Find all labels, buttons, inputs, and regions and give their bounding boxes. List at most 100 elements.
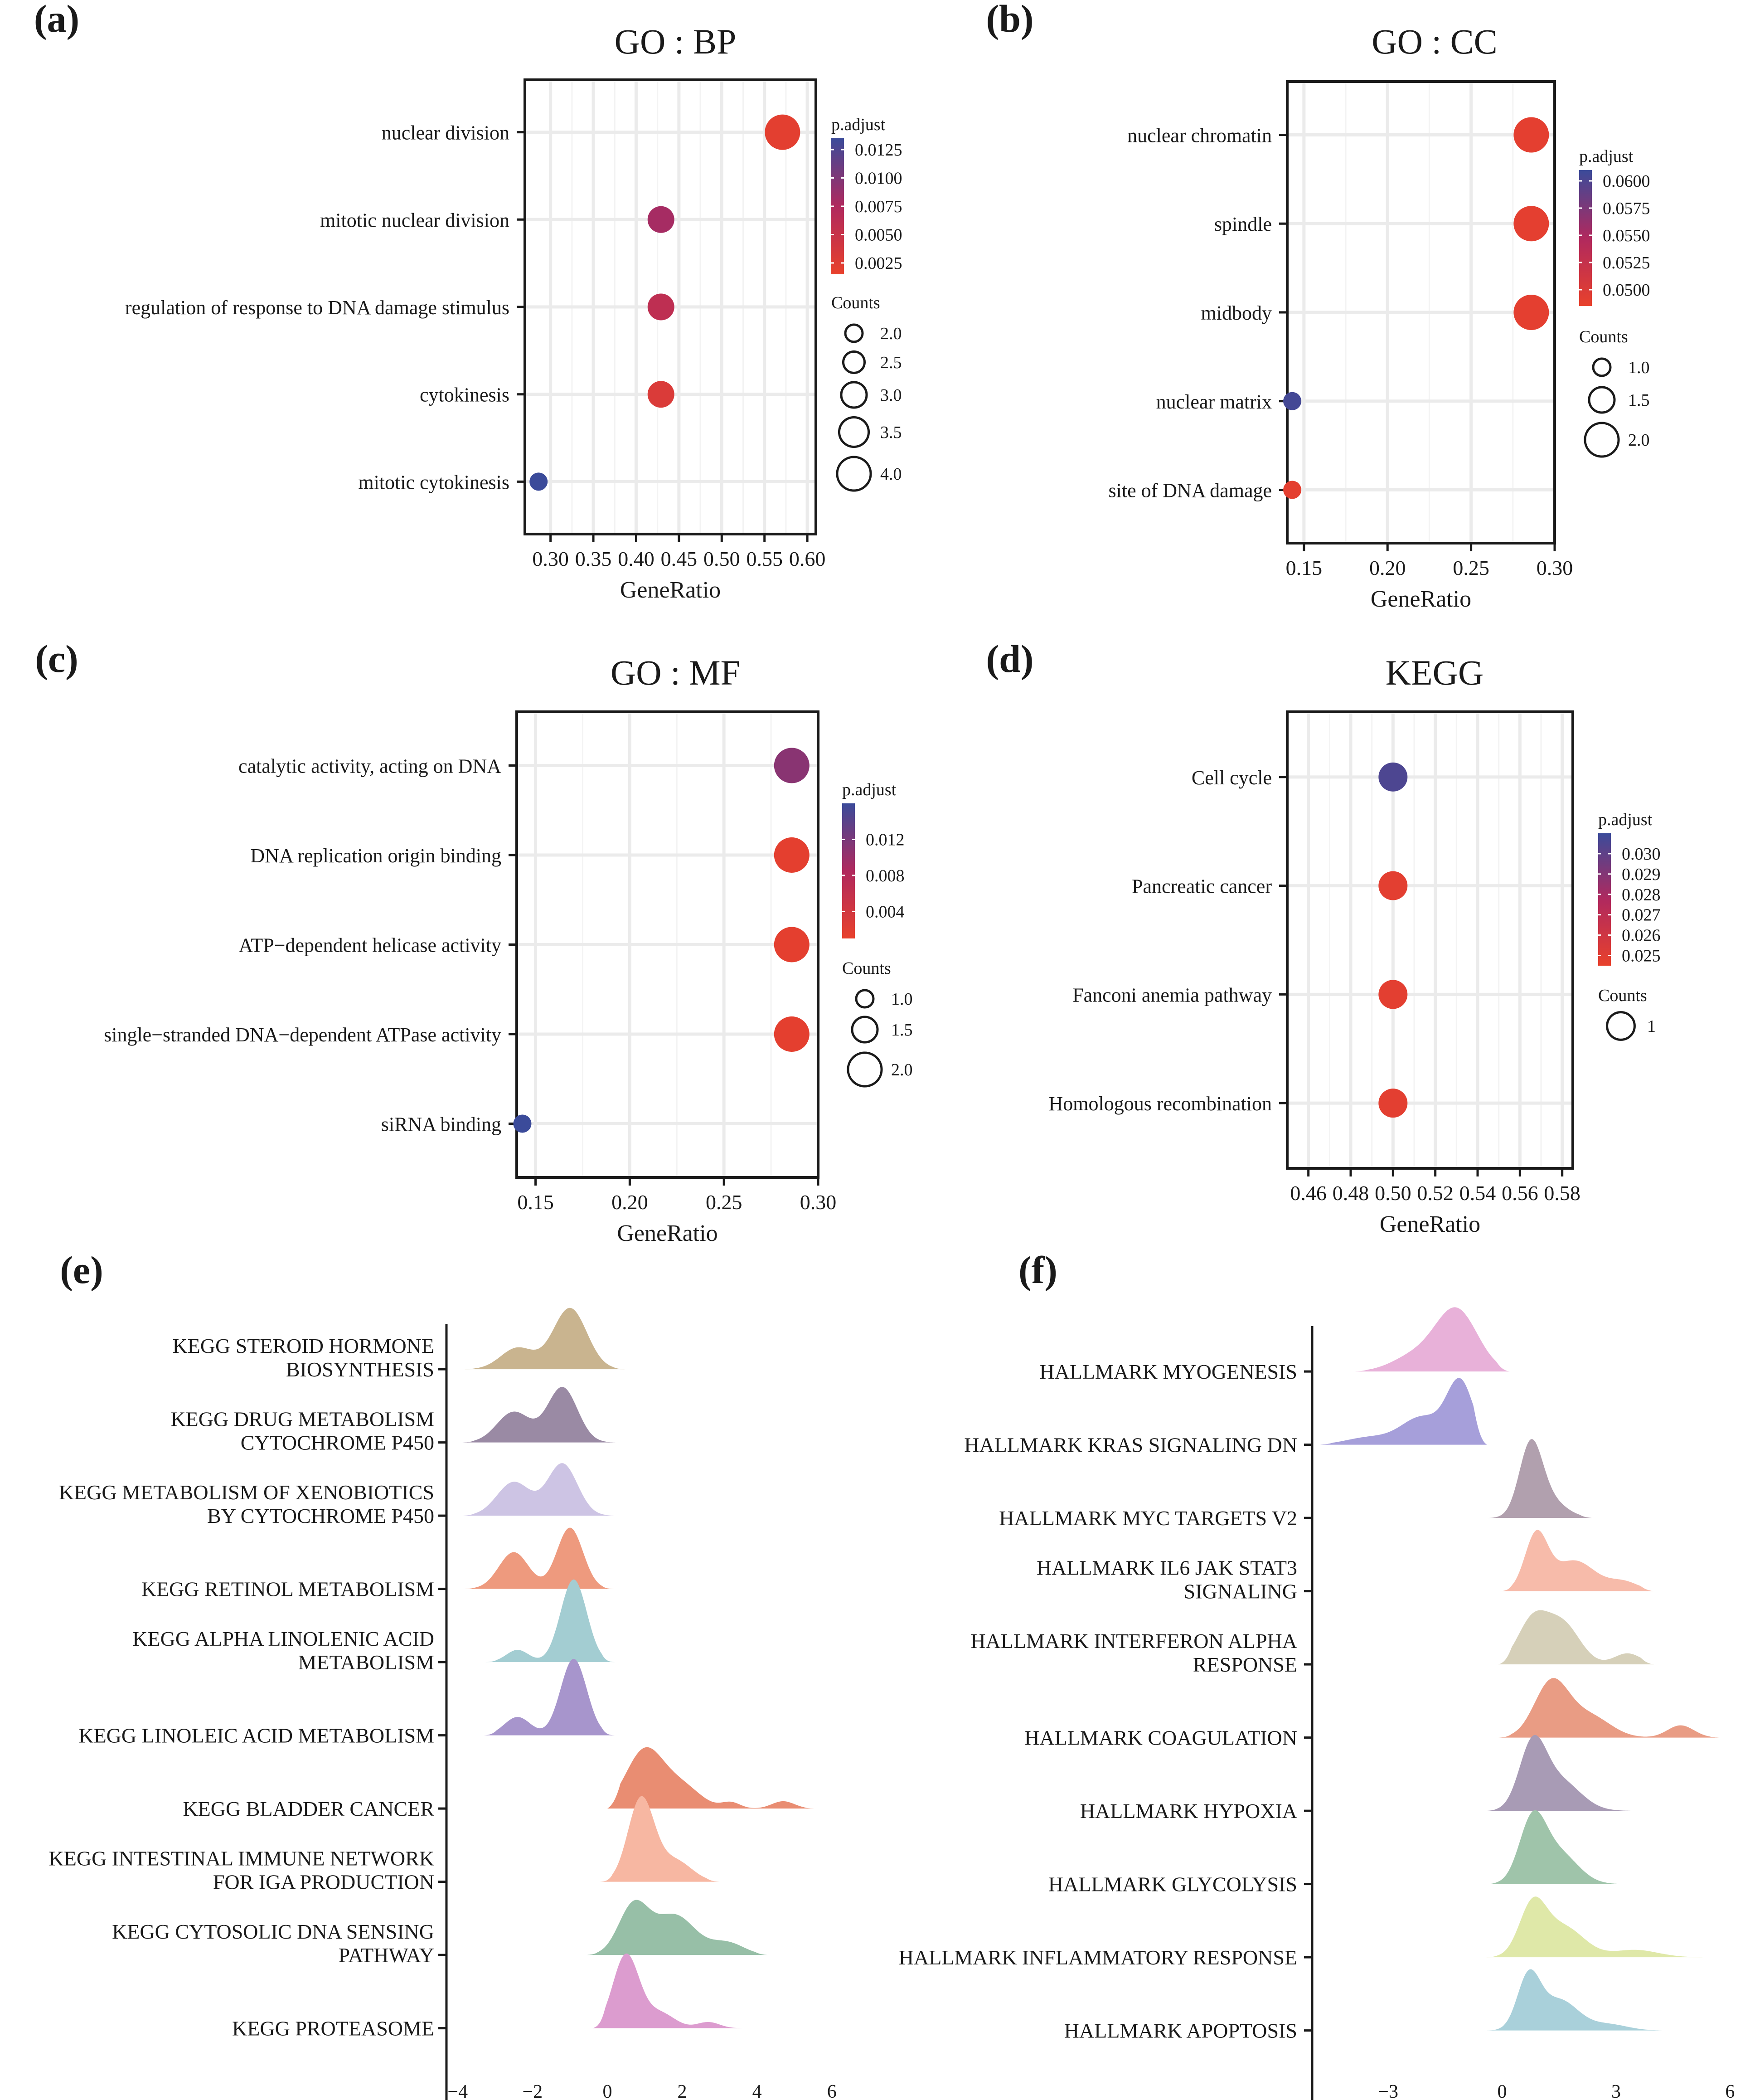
x-tick-label: 6 xyxy=(1725,2081,1735,2100)
ridge-density xyxy=(461,1527,615,1589)
data-point xyxy=(647,293,674,321)
colorbar-tick-label: 0.0050 xyxy=(855,226,902,245)
size-legend-label: 1 xyxy=(1647,1017,1656,1036)
panel-d: (d) KEGG 0.46 0.48 0.50 0.52 0.54 0.56 0.58 GeneR… xyxy=(986,637,1660,1237)
data-point xyxy=(1378,980,1408,1009)
y-tick-label: Pancreatic cancer xyxy=(1132,875,1272,898)
ridge-density xyxy=(1498,1610,1654,1665)
ridge-label: HALLMARK IL6 JAK STAT3 SIGNALING xyxy=(1037,1556,1297,1603)
ridge-label: HALLMARK GLYCOLYSIS xyxy=(1048,1873,1297,1896)
y-tick-label: nuclear division xyxy=(382,122,509,144)
size-legend-circle xyxy=(1592,357,1612,377)
ridge-label: HALLMARK INFLAMMATORY RESPONSE xyxy=(899,1946,1297,1969)
ridge-density xyxy=(461,1387,619,1443)
data-point xyxy=(1378,762,1408,792)
x-axis-label: GeneRatio xyxy=(617,1220,718,1246)
x-tick-label: 0.15 xyxy=(1286,556,1323,579)
colorbar-tick-label: 0.0600 xyxy=(1603,172,1650,191)
data-point xyxy=(1283,481,1302,499)
colorbar-tick-label: 0.028 xyxy=(1622,885,1661,904)
size-legend-label: 2.0 xyxy=(880,324,902,343)
ridge-density xyxy=(1483,1735,1643,1811)
panel-label: (b) xyxy=(986,0,1033,40)
ridge-label: KEGG STEROID HORMONE BIOSYNTHESIS xyxy=(172,1334,434,1381)
colorbar-tick-label: 0.0100 xyxy=(855,169,902,188)
ridge-label: KEGG RETINOL METABOLISM xyxy=(141,1578,434,1601)
y-tick-label: nuclear matrix xyxy=(1156,391,1272,413)
colorbar-title: p.adjust xyxy=(1598,810,1653,829)
ridge-label: KEGG LINOLEIC ACID METABOLISM xyxy=(78,1724,434,1747)
x-tick-label: 0.54 xyxy=(1459,1181,1496,1205)
colorbar-tick-label: 0.004 xyxy=(866,902,905,921)
size-legend-circle xyxy=(1588,386,1616,414)
x-tick-label: 0.58 xyxy=(1544,1181,1580,1205)
ridge-label: HALLMARK INTERFERON ALPHA RESPONSE xyxy=(970,1629,1297,1676)
data-point xyxy=(529,472,548,491)
x-tick-label: 0.52 xyxy=(1417,1181,1454,1205)
x-tick-label: 0.25 xyxy=(1453,556,1489,579)
ridge-density xyxy=(600,1796,720,1882)
x-tick-label: 0.40 xyxy=(618,547,654,570)
colorbar-tick-label: 0.0550 xyxy=(1603,226,1650,245)
size-legend-label: 2.0 xyxy=(1628,431,1650,450)
x-axis-label: GeneRatio xyxy=(620,577,721,603)
size-legend-label: 3.5 xyxy=(880,423,902,442)
ridge-label: KEGG CYTOSOLIC DNA SENSING PATHWAY xyxy=(112,1920,434,1967)
colorbar xyxy=(1579,170,1592,306)
ridge-density xyxy=(1498,1678,1723,1738)
size-legend-circle xyxy=(840,381,868,409)
size-legend-title: Counts xyxy=(831,293,880,312)
x-tick-label: 0.20 xyxy=(611,1191,648,1214)
ridge-density xyxy=(585,1900,768,1955)
panel-a: (a) GO : BP 0.30 0.35 0.40 0.45 0.50 0.55 0.60 Ge… xyxy=(34,0,902,603)
colorbar xyxy=(842,803,855,938)
size-legend-label: 1.5 xyxy=(891,1021,913,1040)
size-legend-circle xyxy=(842,350,866,374)
data-point xyxy=(513,1114,532,1133)
panel-label: (e) xyxy=(60,1248,103,1292)
ridge-density xyxy=(1483,1969,1666,2031)
ridge-label: HALLMARK KRAS SIGNALING DN xyxy=(964,1434,1297,1457)
data-point xyxy=(1513,117,1549,153)
x-axis-label: GeneRatio xyxy=(1371,586,1471,612)
colorbar-tick-label: 0.0025 xyxy=(855,254,902,273)
x-axis-label: GeneRatio xyxy=(1380,1211,1480,1237)
data-point xyxy=(1378,1089,1408,1118)
x-tick-label: 2 xyxy=(678,2081,687,2100)
ridge-density xyxy=(1354,1307,1510,1372)
y-tick-label: mitotic cytokinesis xyxy=(358,471,509,493)
colorbar xyxy=(1598,833,1611,966)
x-tick-label: 6 xyxy=(827,2081,837,2100)
y-tick-label: mitotic nuclear division xyxy=(320,209,509,231)
data-point xyxy=(774,927,810,962)
panel-e: (e) KEGG STEROID HORMONE BIOSYNTHESIS KEGG … xyxy=(49,1248,817,2100)
ridge-density xyxy=(1483,1439,1594,1518)
ridge-label: HALLMARK COAGULATION xyxy=(1024,1726,1297,1750)
size-legend-title: Counts xyxy=(1579,327,1628,346)
y-tick-label: ATP−dependent helicase activity xyxy=(238,934,501,957)
chart-title: KEGG xyxy=(1386,653,1484,692)
data-point xyxy=(774,837,810,873)
colorbar-tick-label: 0.012 xyxy=(866,830,905,849)
chart-title: GO : BP xyxy=(615,22,737,61)
size-legend-circle xyxy=(1584,422,1620,458)
ridge-density xyxy=(1319,1378,1487,1445)
y-tick-label: midbody xyxy=(1201,302,1272,324)
ridge-label: HALLMARK MYOGENESIS xyxy=(1039,1360,1297,1383)
colorbar-tick-label: 0.0125 xyxy=(855,141,902,160)
chart-title: GO : MF xyxy=(611,653,740,692)
plot-background xyxy=(1287,712,1573,1168)
data-point xyxy=(647,206,674,233)
x-tick-label: 0.35 xyxy=(575,547,612,570)
x-tick-label: 0.30 xyxy=(800,1191,837,1214)
y-tick-label: spindle xyxy=(1214,213,1272,235)
size-legend-circle xyxy=(847,1051,883,1088)
data-point xyxy=(774,748,810,783)
colorbar-title: p.adjust xyxy=(842,780,897,799)
y-tick-label: siRNA binding xyxy=(381,1113,501,1136)
y-tick-label: catalytic activity, acting on DNA xyxy=(238,755,501,778)
data-point xyxy=(647,381,674,408)
panel-label: (c) xyxy=(35,637,78,681)
x-tick-label: 4 xyxy=(752,2081,762,2100)
